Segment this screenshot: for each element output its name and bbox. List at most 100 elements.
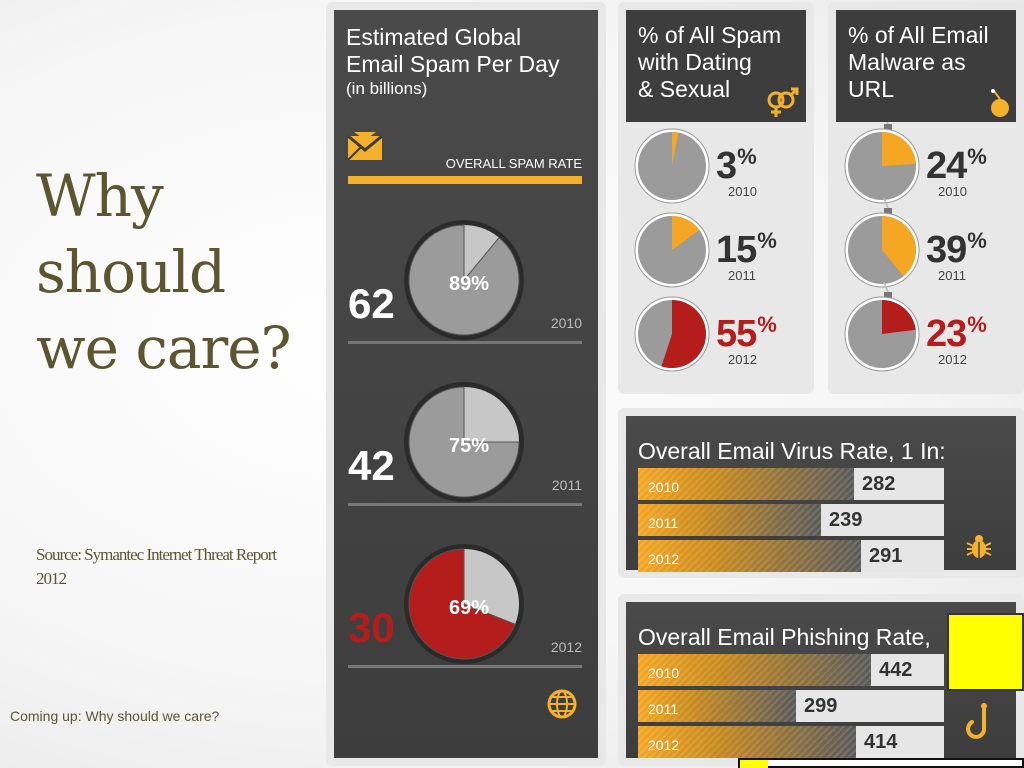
small-pie-value: 55: [716, 313, 757, 355]
small-pie-year: 2011: [728, 268, 756, 283]
bomb-icon: [991, 89, 1009, 117]
rate-value-label: 291: [869, 545, 903, 567]
rate-row: 2011 299: [638, 690, 944, 722]
small-pie-year: 2011: [938, 268, 966, 283]
rate-bar-fill: [638, 690, 796, 722]
rate-bar-fill: [638, 540, 861, 572]
dating-title: % of All Spam with Dating & Sexual: [638, 22, 781, 103]
bomb-fuse: [884, 292, 892, 300]
rate-value-label: 299: [804, 695, 838, 717]
slide-footer: Coming up: Why should we care?: [10, 708, 220, 724]
rate-year-label: 2010: [648, 479, 680, 495]
spam-billions-label: 42: [348, 442, 395, 489]
small-pie-value: 23: [926, 313, 966, 355]
small-pie-percent-sign: %: [967, 228, 987, 253]
small-pie-value: 3: [716, 145, 736, 187]
phishing-title: Overall Email Phishing Rate,: [638, 624, 931, 650]
spam-panel: Estimated Global Email Spam Per Day (in …: [326, 2, 606, 766]
spam-rate-bar: [348, 176, 582, 184]
spam-billions-label: 62: [348, 280, 395, 327]
rate-value-label: 282: [862, 473, 896, 495]
phishing-bars: 2010 442 2011 299 2012 414: [638, 654, 944, 762]
small-pie-percent-sign: %: [757, 312, 777, 337]
hook-icon: [966, 703, 987, 739]
spam-year-label: 2011: [552, 477, 582, 493]
rate-row: 2010 282: [638, 468, 944, 500]
spam-subtitle: (in billions): [346, 79, 428, 98]
bottom-strip: [738, 758, 1024, 768]
bomb-fuse-wire: [886, 122, 889, 125]
title-line: Why: [36, 162, 164, 230]
rate-bar-fill: [638, 504, 821, 536]
phishing-panel: Overall Email Phishing Rate, 2010 442 2011…: [618, 594, 1024, 766]
small-pie-year: 2010: [938, 184, 967, 199]
small-pie-percent-sign: %: [967, 144, 987, 169]
rate-value-label: 442: [879, 659, 913, 681]
rate-year-label: 2012: [648, 737, 680, 753]
slide-title: Why should we care?: [36, 158, 296, 386]
small-pie-year: 2012: [938, 352, 967, 367]
spam-divider: [348, 665, 582, 668]
rate-year-label: 2012: [648, 551, 680, 567]
spam-billions-label: 30: [348, 604, 395, 651]
small-pie-percent-sign: %: [967, 312, 987, 337]
virus-panel: Overall Email Virus Rate, 1 In: 2010 282 2…: [618, 408, 1024, 578]
spam-year-label: 2012: [551, 639, 582, 655]
rate-year-label: 2011: [648, 515, 679, 531]
rate-value-label: 414: [864, 731, 898, 753]
spam-divider: [348, 341, 582, 344]
dating-title-line: & Sexual: [638, 76, 731, 102]
rate-row: 2011 239: [638, 504, 944, 536]
malware-panel: % of All Email Malware as URL 24% 2010 39%…: [828, 2, 1024, 394]
malware-title-line: URL: [848, 76, 895, 102]
bug-icon: [966, 535, 992, 558]
small-pie-percent-sign: %: [737, 144, 757, 169]
small-pie-percent-sign: %: [757, 228, 777, 253]
envelope-icon: [347, 132, 383, 161]
bomb-fuse: [884, 208, 892, 216]
source-note: Source: Symantec Internet Threat Report …: [36, 545, 277, 588]
small-pie-year: 2012: [728, 352, 757, 367]
bomb-fuse: [884, 124, 892, 132]
spam-title-line1: Estimated Global: [346, 24, 522, 50]
title-line: should: [36, 238, 226, 306]
small-pie-slice: [672, 216, 700, 250]
bomb-fuse-wire: [883, 281, 889, 293]
dating-title-line: with Dating: [638, 49, 752, 75]
virus-title: Overall Email Virus Rate, 1 In:: [638, 438, 946, 464]
rate-value-label: 239: [829, 509, 863, 531]
bottom-strip-marker: [740, 760, 768, 768]
rate-year-label: 2010: [648, 665, 680, 681]
spam-pie-slice: [408, 224, 520, 336]
yellow-highlight-box: [947, 613, 1024, 691]
spam-divider: [348, 503, 582, 506]
spam-rate-label: 89%: [449, 273, 489, 295]
spam-rate-label: 69%: [449, 597, 489, 619]
malware-title-line: Malware as: [848, 49, 966, 75]
spam-pie-slice: [408, 548, 516, 660]
rate-year-label: 2011: [648, 701, 679, 717]
small-pie-slice: [672, 132, 679, 166]
rate-row: 2012 291: [638, 540, 944, 572]
rate-row: 2010 442: [638, 654, 944, 686]
spam-panel-body: Estimated Global Email Spam Per Day (in …: [334, 10, 598, 758]
overall-spam-rate-label: OVERALL SPAM RATE: [445, 156, 582, 171]
small-pie-slice: [661, 300, 706, 368]
malware-title: % of All Email Malware as URL: [848, 22, 989, 103]
rate-bar-fill: [638, 468, 854, 500]
virus-bars: 2010 282 2011 239 2012 291: [638, 468, 944, 576]
small-pie-slice: [882, 132, 916, 166]
dating-title-line: % of All Spam: [638, 22, 782, 48]
spam-pies: 89% 62 2010 75% 42 2011 69% 30 2012: [348, 220, 582, 668]
dating-panel: % of All Spam with Dating & Sexual 3% 201…: [618, 2, 814, 394]
rate-row: 2012 414: [638, 726, 944, 758]
globe-icon: [547, 689, 577, 719]
spam-panel-title: Estimated Global Email Spam Per Day (in …: [346, 24, 606, 100]
dating-header: % of All Spam with Dating & Sexual: [626, 10, 806, 122]
small-pie-slice: [882, 216, 916, 277]
small-pie-value: 24: [926, 145, 967, 187]
small-pie-slice: [882, 300, 916, 334]
rate-bar-fill: [638, 726, 856, 758]
